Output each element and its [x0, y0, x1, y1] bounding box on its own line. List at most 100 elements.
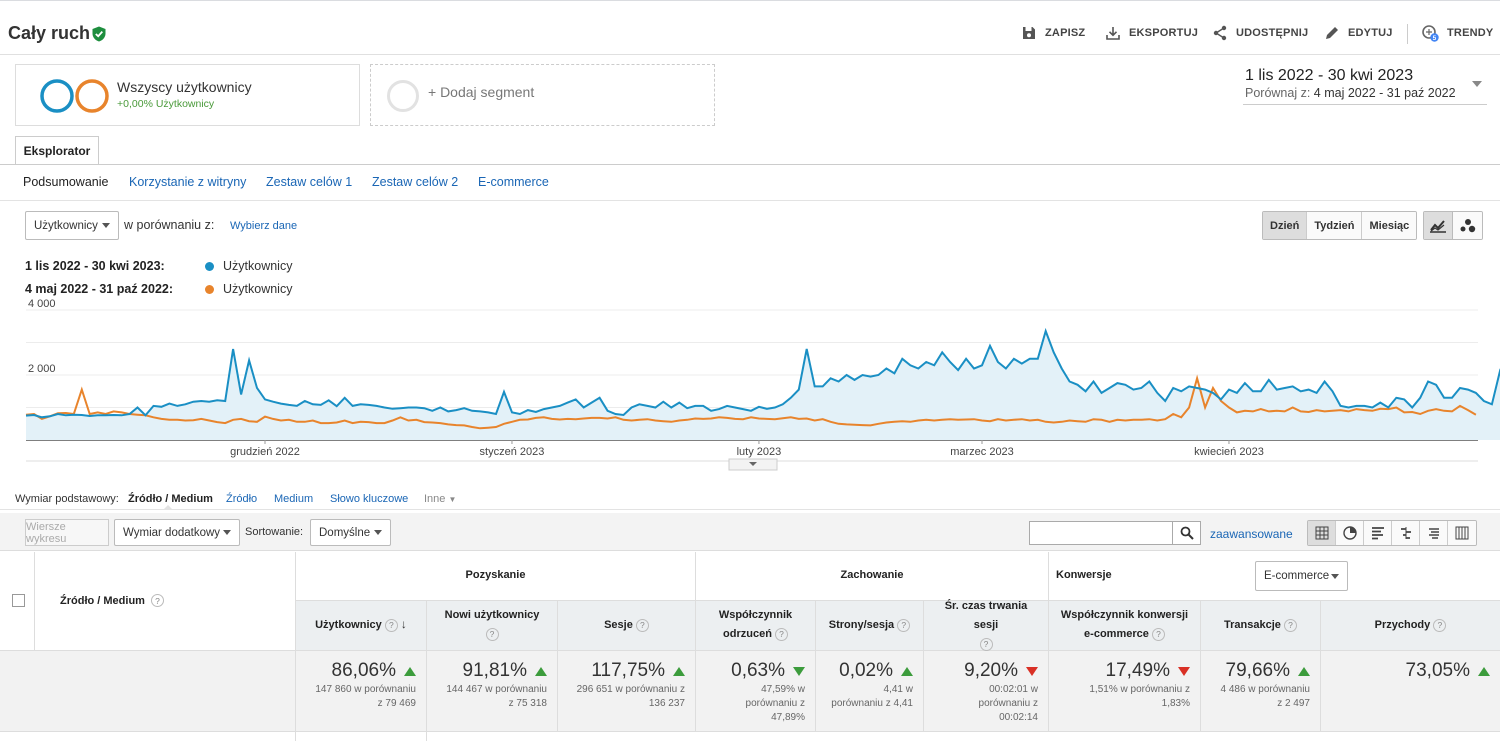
dimension-medium[interactable]: Medium: [274, 493, 314, 505]
metric-select[interactable]: Użytkownicy: [25, 211, 119, 240]
group-acquisition: Pozyskanie: [465, 569, 526, 581]
advanced-filter-link[interactable]: zaawansowane: [1210, 527, 1293, 541]
share-button[interactable]: UDOSTĘPNIJ: [1212, 22, 1308, 44]
help-icon[interactable]: ?: [635, 618, 649, 632]
table-view-pie-button[interactable]: [1336, 521, 1364, 545]
tab-explorer[interactable]: Eksplorator: [15, 136, 99, 165]
line-chart-icon: [1430, 219, 1446, 233]
legend-range-previous: 4 maj 2022 - 31 paź 2022:: [25, 282, 174, 296]
summary-comparison: 00:02:14: [999, 712, 1038, 723]
edit-button[interactable]: EDYTUJ: [1324, 22, 1393, 44]
save-button[interactable]: ZAPISZ: [1021, 22, 1085, 44]
table-search-input[interactable]: [1029, 521, 1173, 545]
series-previous-line: [25, 374, 1477, 430]
subtab-goal-set-1[interactable]: Zestaw celów 1: [266, 175, 353, 189]
dimension-column-header[interactable]: Źródło / Medium ?: [60, 594, 164, 607]
conversion-type-value: E-commerce: [1264, 570, 1330, 582]
col-header-sessions[interactable]: Sesje ?: [558, 600, 695, 650]
dimension-keyword[interactable]: Słowo kluczowe: [330, 493, 409, 505]
help-icon[interactable]: ?: [150, 594, 164, 607]
help-icon[interactable]: ?: [384, 619, 398, 632]
col-label: Transakcje: [1224, 618, 1281, 631]
col-header-users[interactable]: Użytkownicy ? ↓: [296, 600, 426, 650]
export-button[interactable]: EKSPORTUJ: [1105, 22, 1198, 44]
trends-button[interactable]: 5 TRENDY: [1421, 22, 1493, 44]
help-icon[interactable]: ?: [774, 628, 788, 641]
summary-comparison: 144 467 w porównaniu: [446, 684, 547, 695]
series-current-area: [26, 331, 1500, 440]
table-view-data-button[interactable]: [1308, 521, 1336, 545]
line-chart-view-button[interactable]: [1424, 212, 1453, 239]
subtab-goal-set-2[interactable]: Zestaw celów 2: [372, 175, 459, 189]
dimension-other[interactable]: Inne ▼: [424, 493, 456, 505]
col-label: Strony/sesja: [828, 618, 895, 631]
add-segment-button[interactable]: + Dodaj segment: [370, 64, 715, 126]
help-icon[interactable]: ?: [897, 618, 911, 632]
conversion-type-select[interactable]: E-commerce: [1255, 561, 1348, 591]
sort-select[interactable]: Domyślne: [310, 519, 391, 546]
choose-data-link[interactable]: Wybierz dane: [230, 220, 298, 232]
dimension-other-label: Inne: [424, 493, 446, 505]
add-segment-label: + Dodaj segment: [428, 84, 535, 100]
subtab-site-usage[interactable]: Korzystanie z witryny: [129, 175, 247, 189]
legend-dot-previous: [205, 285, 214, 294]
summary-comparison: 1,51% w porównaniu z: [1089, 684, 1190, 695]
users-line-chart[interactable]: 4 000 2 000 grudzień 2022 styczeń 2023 luty…: [0, 296, 1500, 472]
table-view-performance-button[interactable]: [1364, 521, 1392, 545]
search-icon: [1180, 526, 1194, 540]
col-header-bounce-rate[interactable]: Współczynnik odrzuceń ?: [696, 600, 815, 650]
help-icon[interactable]: ?: [979, 637, 993, 651]
help-icon[interactable]: ?: [1433, 618, 1447, 632]
summary-comparison: 00:02:01 w: [989, 684, 1038, 695]
col-header-ecommerce-conversion-rate[interactable]: Współczynnik konwersji e-commerce ?: [1049, 600, 1200, 650]
help-icon[interactable]: ?: [485, 628, 499, 641]
arrow-up-icon: [673, 666, 685, 676]
save-label: ZAPISZ: [1045, 27, 1086, 39]
sort-arrow-down-icon: ↓: [400, 617, 407, 631]
arrow-down-icon: [1178, 666, 1190, 676]
trends-icon: 5: [1422, 25, 1439, 42]
col-header-avg-session-duration[interactable]: Śr. czas trwania sesji?: [924, 599, 1048, 651]
plot-rows-button[interactable]: Wiersze wykresu: [25, 519, 109, 546]
date-range-compare[interactable]: Porównaj z: 4 maj 2022 - 31 paź 2022: [1245, 86, 1456, 100]
chart-collapse-handle[interactable]: [728, 458, 778, 471]
trends-label: TRENDY: [1447, 27, 1494, 39]
col-header-pages-per-session[interactable]: Strony/sesja ?: [816, 600, 923, 650]
subtab-ecommerce[interactable]: E-commerce: [478, 175, 549, 189]
date-dropdown-caret-icon[interactable]: [1472, 81, 1482, 87]
legend-series-current: Użytkownicy: [223, 259, 293, 273]
select-all-checkbox[interactable]: [12, 594, 25, 607]
summary-change-value: 117,75%: [558, 660, 685, 682]
table-view-term-cloud-button[interactable]: [1420, 521, 1448, 545]
table-view-toggle: [1307, 520, 1477, 546]
segment-name: Wszyscy użytkownicy: [117, 79, 252, 95]
summary-cell: 9,20% 00:02:01 w porównaniu z 00:02:14: [924, 660, 1038, 724]
period-day-button[interactable]: Dzień: [1263, 212, 1308, 239]
period-week-button[interactable]: Tydzień: [1307, 212, 1363, 239]
summary-comparison: 4,41 w: [883, 684, 913, 695]
date-range-main[interactable]: 1 lis 2022 - 30 kwi 2023: [1245, 67, 1414, 84]
subtab-summary[interactable]: Podsumowanie: [23, 175, 109, 189]
summary-percent: 17,49%: [1105, 660, 1170, 681]
col-label: Sesje: [604, 618, 633, 631]
table-view-comparison-button[interactable]: [1392, 521, 1420, 545]
help-icon[interactable]: ?: [1151, 628, 1165, 641]
compare-label: w porównaniu z:: [124, 218, 215, 232]
col-header-new-users[interactable]: Nowi użytkownicy?: [427, 600, 557, 650]
col-label: Śr. czas trwania sesji: [944, 599, 1028, 631]
segment-all-users[interactable]: Wszyscy użytkownicy +0,00% Użytkownicy: [15, 64, 360, 126]
table-view-pivot-button[interactable]: [1448, 521, 1476, 545]
summary-comparison: z 2 497: [1277, 698, 1310, 709]
table-search-button[interactable]: [1172, 521, 1201, 545]
page-title: Cały ruch: [8, 23, 91, 43]
dimension-source[interactable]: Źródło: [226, 493, 258, 505]
col-header-transactions[interactable]: Transakcje ?: [1201, 600, 1320, 650]
summary-comparison: z 79 469: [377, 698, 416, 709]
motion-chart-view-button[interactable]: [1453, 212, 1482, 239]
col-header-revenue[interactable]: Przychody ?: [1321, 600, 1500, 650]
period-month-button[interactable]: Miesiąc: [1362, 212, 1417, 239]
summary-change-value: 86,06%: [296, 660, 416, 682]
secondary-dimension-select[interactable]: Wymiar dodatkowy: [114, 519, 240, 546]
legend-range-current: 1 lis 2022 - 30 kwi 2023:: [25, 259, 165, 273]
help-icon[interactable]: ?: [1283, 618, 1297, 632]
